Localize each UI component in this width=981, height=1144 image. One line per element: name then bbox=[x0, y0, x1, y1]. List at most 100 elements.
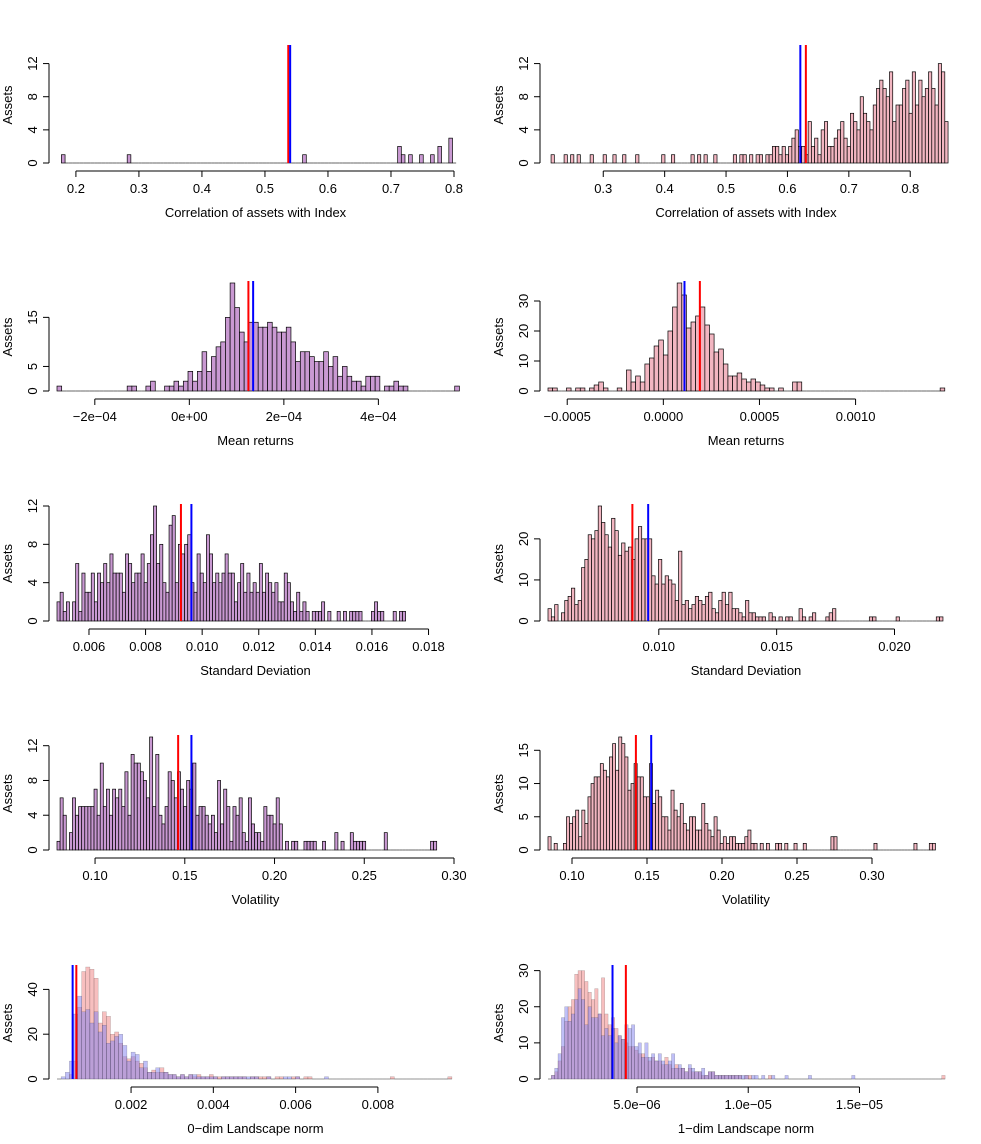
series-assets bbox=[56, 736, 438, 851]
x-tick-label: 5.0e−06 bbox=[613, 1097, 660, 1112]
bar bbox=[59, 797, 64, 851]
bar bbox=[238, 797, 243, 851]
bar bbox=[908, 112, 913, 164]
bar bbox=[699, 306, 706, 392]
bar bbox=[796, 381, 803, 392]
bar bbox=[271, 591, 276, 622]
chart-volatility-b: 0.10 0.15 0.20 0.25 0.30 Volatility 0 5 10 15 Asse… bbox=[491, 735, 936, 907]
bar bbox=[99, 762, 104, 851]
bar bbox=[714, 1075, 719, 1080]
bar bbox=[738, 843, 743, 851]
bar bbox=[784, 843, 789, 851]
bar bbox=[729, 836, 733, 851]
bar bbox=[102, 1025, 107, 1080]
bar bbox=[186, 780, 191, 851]
bar bbox=[210, 814, 215, 851]
bar bbox=[187, 534, 192, 622]
bar bbox=[607, 1035, 612, 1080]
bar bbox=[594, 1017, 599, 1080]
bar bbox=[750, 843, 755, 851]
bar bbox=[97, 572, 101, 622]
bar bbox=[293, 611, 298, 622]
y-axis-label: Assets bbox=[491, 317, 506, 357]
bar bbox=[371, 611, 375, 622]
bar bbox=[351, 380, 357, 392]
bar bbox=[661, 154, 666, 164]
bar bbox=[684, 1071, 689, 1080]
bar bbox=[599, 763, 604, 851]
bar bbox=[195, 814, 200, 851]
bar bbox=[853, 121, 858, 164]
bar bbox=[895, 104, 900, 164]
bar bbox=[651, 575, 656, 622]
bar bbox=[156, 563, 161, 622]
bar bbox=[704, 823, 709, 851]
bar bbox=[724, 1075, 729, 1080]
bar bbox=[607, 546, 612, 622]
bar bbox=[143, 1060, 148, 1080]
bar bbox=[164, 385, 170, 392]
bar bbox=[944, 121, 949, 164]
bar bbox=[627, 1028, 632, 1080]
x-tick-label: 0.4 bbox=[193, 181, 211, 196]
bar bbox=[695, 829, 700, 851]
bar bbox=[622, 154, 627, 164]
bar bbox=[664, 1064, 669, 1080]
y-axis-label: Assets bbox=[0, 85, 15, 125]
bar bbox=[206, 534, 210, 622]
bar bbox=[103, 563, 108, 622]
bar bbox=[617, 1035, 622, 1080]
bar bbox=[75, 563, 80, 622]
bar bbox=[674, 1067, 679, 1080]
bar bbox=[658, 339, 664, 392]
bar bbox=[87, 806, 92, 851]
y-axis-label: Assets bbox=[491, 773, 506, 813]
series-assets bbox=[56, 282, 460, 392]
bar bbox=[571, 587, 576, 622]
bar bbox=[681, 1067, 685, 1080]
bar bbox=[93, 1011, 99, 1080]
bar bbox=[161, 823, 166, 851]
bar bbox=[271, 326, 278, 392]
bar bbox=[915, 104, 920, 164]
bar bbox=[647, 1057, 652, 1080]
bar bbox=[631, 1024, 635, 1080]
bar bbox=[327, 611, 332, 622]
bar bbox=[820, 129, 825, 164]
bar bbox=[81, 572, 86, 622]
bar bbox=[824, 121, 829, 164]
y-tick-label: 4 bbox=[516, 126, 531, 133]
bar bbox=[182, 380, 189, 392]
bar bbox=[825, 616, 830, 622]
bar bbox=[323, 351, 329, 392]
bar bbox=[673, 809, 678, 851]
x-tick-label: 0.008 bbox=[129, 639, 162, 654]
bar bbox=[801, 146, 806, 164]
bar bbox=[349, 832, 354, 851]
bar bbox=[56, 385, 63, 392]
bar bbox=[691, 604, 696, 622]
bar bbox=[677, 1064, 682, 1080]
bar bbox=[402, 611, 406, 622]
bar bbox=[817, 154, 822, 164]
bar bbox=[235, 814, 240, 851]
bar bbox=[885, 96, 890, 164]
bar bbox=[802, 616, 807, 622]
bar bbox=[728, 591, 733, 622]
bar bbox=[574, 999, 579, 1080]
bar bbox=[151, 1072, 156, 1080]
bar bbox=[626, 369, 632, 392]
bar bbox=[898, 104, 903, 164]
bar bbox=[173, 380, 180, 392]
bar bbox=[725, 843, 730, 851]
bar bbox=[181, 553, 185, 622]
bar bbox=[649, 357, 655, 392]
bar bbox=[872, 104, 877, 164]
bar bbox=[130, 754, 135, 851]
bar bbox=[304, 351, 311, 392]
bar bbox=[634, 1046, 639, 1080]
series-assets bbox=[61, 137, 457, 164]
y-tick-label: 4 bbox=[25, 579, 40, 586]
bar bbox=[223, 788, 228, 851]
bar bbox=[624, 550, 629, 622]
